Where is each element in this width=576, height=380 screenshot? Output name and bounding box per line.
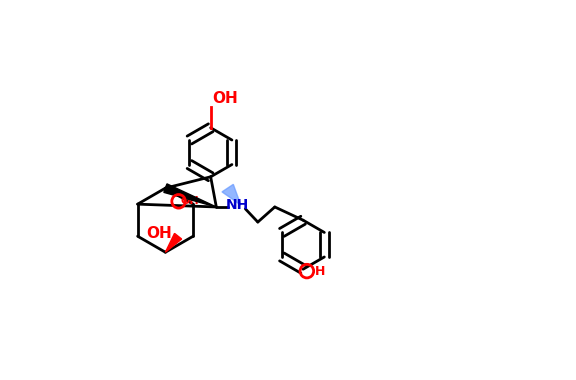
Polygon shape: [165, 233, 181, 252]
Text: H: H: [315, 264, 325, 278]
Text: OH: OH: [213, 91, 238, 106]
Text: OH: OH: [180, 196, 199, 206]
Polygon shape: [222, 184, 241, 205]
Text: NH: NH: [225, 198, 249, 212]
Text: OH: OH: [147, 226, 172, 241]
Polygon shape: [164, 184, 217, 207]
